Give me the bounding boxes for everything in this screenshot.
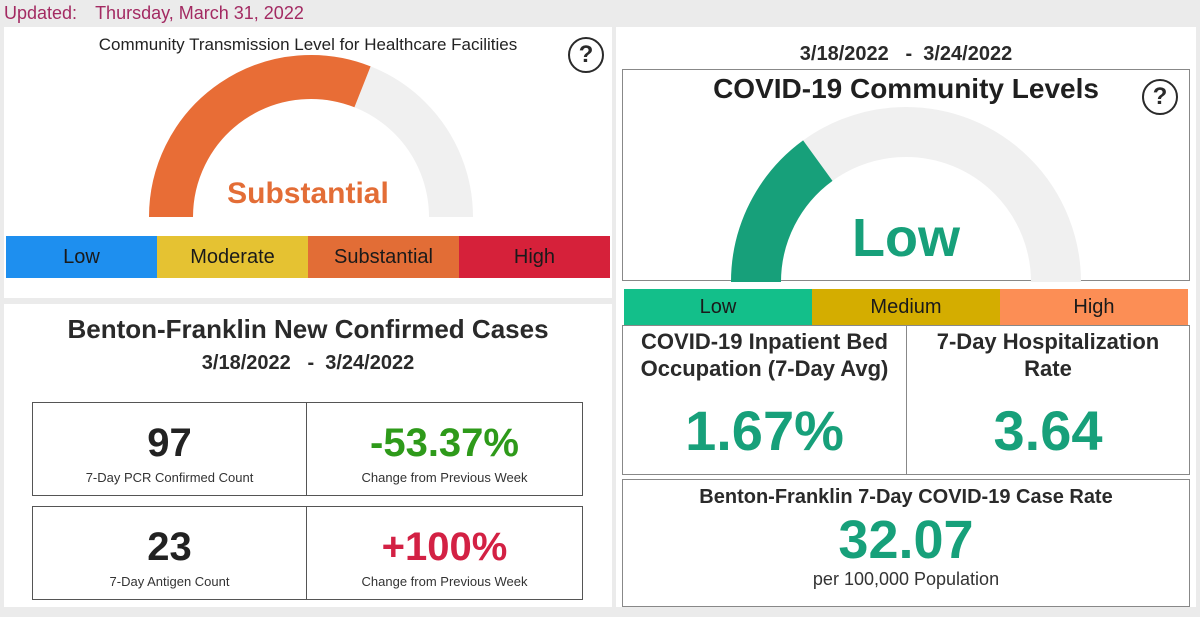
community-levels-title: COVID-19 Community Levels [713, 73, 1099, 104]
antigen-change-card: +100% Change from Previous Week [306, 506, 583, 600]
pcr-change-card: -53.37% Change from Previous Week [306, 402, 583, 496]
bed-occupation-card: COVID-19 Inpatient Bed Occupation (7-Day… [622, 325, 907, 475]
scale-high: High [459, 236, 610, 278]
scale-moderate: Moderate [157, 236, 308, 278]
hospitalization-card: 7-Day Hospitalization Rate 3.64 [906, 325, 1190, 475]
scale-medium: Medium [812, 289, 1000, 325]
community-levels-box [622, 69, 1190, 281]
help-icon[interactable]: ? [568, 37, 604, 73]
updated-label: Updated: [4, 3, 78, 23]
community-gauge-fill [730, 140, 834, 283]
transmission-scale: Low Moderate Substantial High [6, 236, 610, 278]
pcr-count-label: 7-Day PCR Confirmed Count [85, 470, 254, 485]
pcr-change-value: -53.37% [370, 421, 519, 465]
case-rate-value: 32.07 [838, 510, 974, 570]
hospitalization-label: 7-Day Hospitalization Rate [936, 329, 1160, 381]
community-scale: Low Medium High [624, 289, 1188, 325]
transmission-title: Community Transmission Level for Healthc… [98, 35, 518, 54]
community-dates: 3/18/2022 - 3/24/2022 [799, 43, 1013, 65]
transmission-gauge [149, 55, 473, 218]
case-rate-label: Benton-Franklin 7-Day COVID-19 Case Rate [699, 486, 1113, 508]
antigen-change-label: Change from Previous Week [361, 574, 528, 589]
pcr-count-card: 97 7-Day PCR Confirmed Count [32, 402, 307, 496]
case-rate-sub: per 100,000 Population [812, 569, 1000, 589]
antigen-count-card: 23 7-Day Antigen Count [32, 506, 307, 600]
antigen-count-label: 7-Day Antigen Count [109, 574, 230, 589]
hospitalization-value: 3.64 [993, 399, 1103, 462]
cases-dates: 3/18/2022 - 3/24/2022 [201, 352, 415, 374]
community-gauge [730, 107, 1081, 283]
transmission-panel: Community Transmission Level for Healthc… [4, 27, 612, 298]
scale-low: Low [624, 289, 812, 325]
scale-high: High [1000, 289, 1188, 325]
pcr-change-label: Change from Previous Week [361, 470, 528, 485]
transmission-value: Substantial [227, 177, 389, 210]
antigen-count-value: 23 [147, 525, 192, 569]
help-icon[interactable]: ? [1142, 79, 1178, 115]
transmission-gauge-fill [149, 55, 371, 218]
community-level-value: Low [852, 208, 960, 268]
bed-occupation-value: 1.67% [685, 399, 844, 462]
cases-title: Benton-Franklin New Confirmed Cases [67, 314, 549, 344]
case-rate-card: Benton-Franklin 7-Day COVID-19 Case Rate… [622, 479, 1190, 607]
antigen-change-value: +100% [381, 525, 508, 569]
scale-substantial: Substantial [308, 236, 459, 278]
scale-low: Low [6, 236, 157, 278]
updated-line: Updated: Thursday, March 31, 2022 [4, 3, 304, 24]
bed-occupation-label: COVID-19 Inpatient Bed Occupation (7-Day… [640, 329, 889, 381]
updated-date: Thursday, March 31, 2022 [95, 3, 304, 23]
community-panel: 3/18/2022 - 3/24/2022 COVID-19 Community… [616, 27, 1196, 607]
pcr-count-value: 97 [147, 421, 192, 465]
cases-panel: Benton-Franklin New Confirmed Cases 3/18… [4, 304, 612, 607]
